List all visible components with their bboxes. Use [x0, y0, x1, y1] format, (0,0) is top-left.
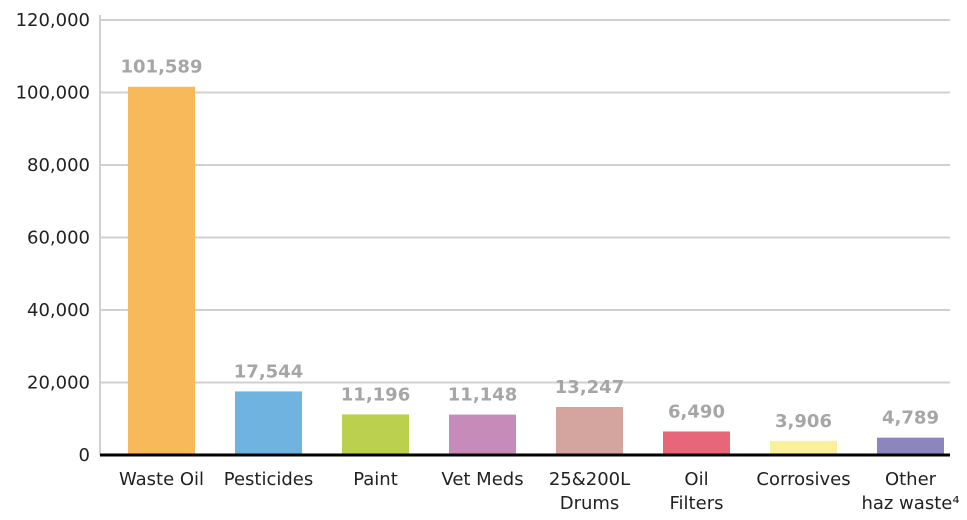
- y-tick-label: 80,000: [27, 155, 90, 176]
- bar: [663, 431, 730, 455]
- value-label: 4,789: [882, 408, 939, 429]
- value-label: 101,589: [121, 57, 203, 78]
- y-tick-label: 60,000: [27, 228, 90, 249]
- x-tick-label: Vet Meds: [441, 469, 523, 490]
- x-tick-label: Waste Oil: [119, 469, 204, 490]
- x-tick-label: 25&200L Drums: [549, 469, 630, 514]
- x-tick-label: Paint: [353, 469, 398, 490]
- value-label: 3,906: [775, 411, 832, 432]
- y-tick-label: 20,000: [27, 373, 90, 394]
- value-label: 17,544: [234, 361, 303, 382]
- value-label: 13,247: [555, 377, 624, 398]
- bar: [449, 414, 516, 455]
- x-tick-label: Oil Filters: [670, 469, 724, 514]
- x-tick-label: Other haz waste⁴: [861, 469, 959, 514]
- x-tick-label: Corrosives: [756, 469, 850, 490]
- y-tick-label: 120,000: [16, 10, 90, 31]
- y-tick-label: 100,000: [16, 83, 90, 104]
- value-label: 11,196: [341, 384, 410, 405]
- y-tick-label: 40,000: [27, 300, 90, 321]
- value-label: 6,490: [668, 401, 725, 422]
- value-label: 11,148: [448, 385, 517, 406]
- bar: [342, 414, 409, 455]
- bar: [128, 86, 195, 456]
- bar: [235, 391, 302, 455]
- bar: [556, 406, 623, 455]
- y-tick-label: 0: [79, 445, 90, 466]
- bar: [877, 437, 944, 455]
- x-tick-label: Pesticides: [224, 469, 314, 490]
- bar: [770, 440, 837, 455]
